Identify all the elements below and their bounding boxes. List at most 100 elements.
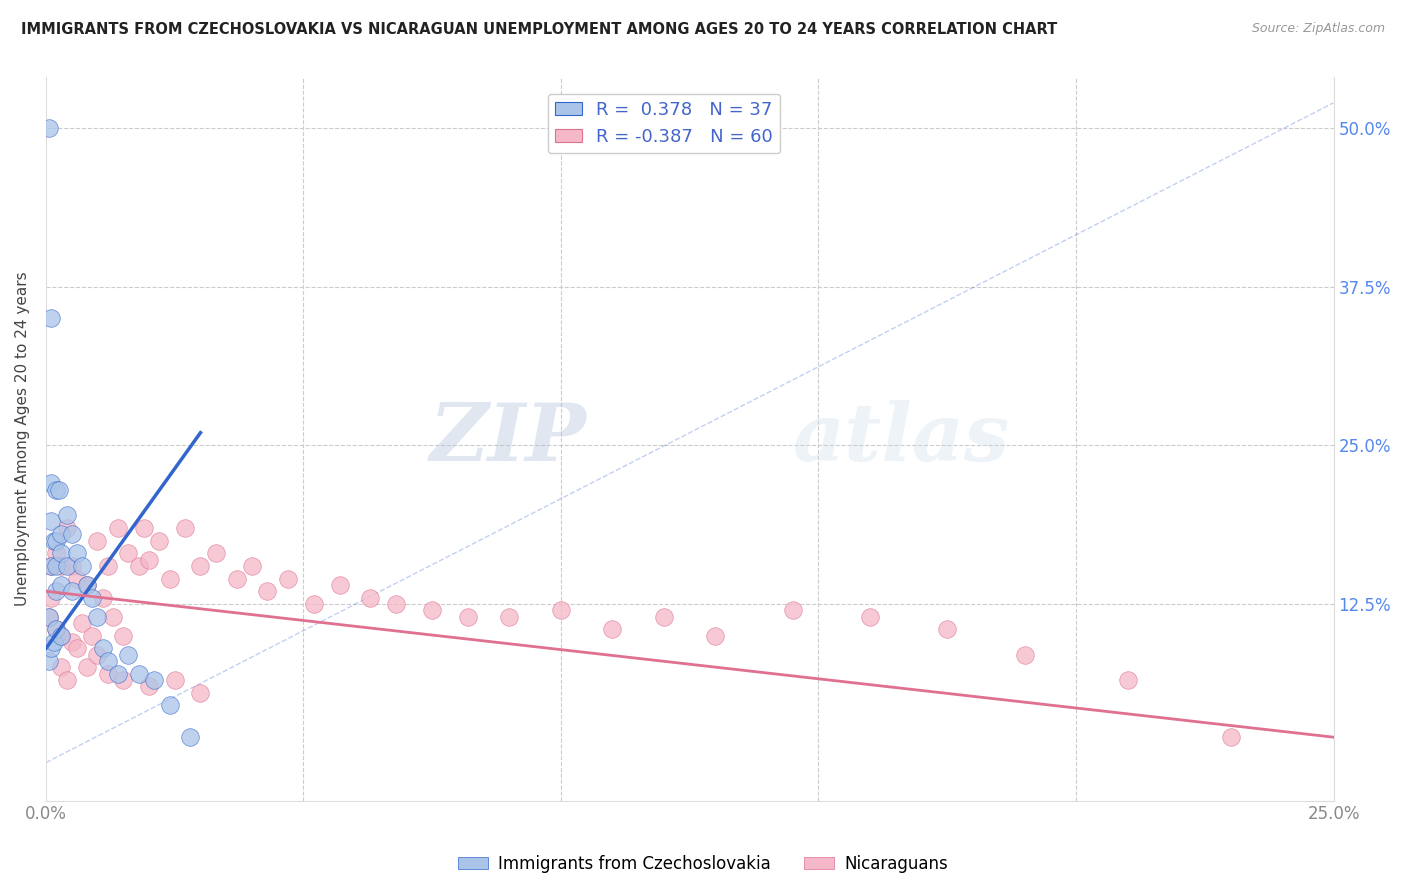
Point — [190, 686, 212, 700]
Point — [179, 730, 201, 744]
Point — [55, 521, 77, 535]
Point — [51, 558, 73, 573]
Point — [128, 558, 150, 573]
Point — [82, 629, 104, 643]
Point — [117, 648, 139, 662]
Point — [112, 629, 135, 643]
Point — [45, 584, 67, 599]
Point — [782, 603, 804, 617]
Point — [1116, 673, 1139, 687]
Point — [45, 623, 67, 637]
Point — [39, 641, 62, 656]
Point — [48, 483, 70, 497]
Point — [70, 558, 93, 573]
Point — [859, 609, 882, 624]
Point — [60, 635, 83, 649]
Legend: R =  0.378   N = 37, R = -0.387   N = 60: R = 0.378 N = 37, R = -0.387 N = 60 — [547, 94, 780, 153]
Point — [60, 558, 83, 573]
Point — [205, 546, 228, 560]
Point — [51, 578, 73, 592]
Point — [39, 558, 62, 573]
Point — [39, 515, 62, 529]
Text: atlas: atlas — [793, 401, 1010, 478]
Point — [51, 527, 73, 541]
Point — [45, 558, 67, 573]
Text: IMMIGRANTS FROM CZECHOSLOVAKIA VS NICARAGUAN UNEMPLOYMENT AMONG AGES 20 TO 24 YE: IMMIGRANTS FROM CZECHOSLOVAKIA VS NICARA… — [21, 22, 1057, 37]
Text: ZIP: ZIP — [430, 401, 586, 478]
Point — [550, 603, 572, 617]
Point — [277, 572, 299, 586]
Point — [225, 572, 247, 586]
Point — [60, 584, 83, 599]
Point — [138, 552, 160, 566]
Point — [51, 546, 73, 560]
Point — [60, 527, 83, 541]
Point — [302, 597, 325, 611]
Point — [55, 508, 77, 523]
Point — [76, 578, 98, 592]
Point — [39, 311, 62, 326]
Point — [86, 648, 108, 662]
Point — [55, 673, 77, 687]
Point — [45, 483, 67, 497]
Point — [936, 623, 959, 637]
Point — [143, 673, 166, 687]
Point — [86, 533, 108, 548]
Text: Source: ZipAtlas.com: Source: ZipAtlas.com — [1251, 22, 1385, 36]
Point — [1014, 648, 1036, 662]
Point — [38, 654, 60, 668]
Point — [107, 521, 129, 535]
Point — [163, 673, 186, 687]
Point — [97, 666, 120, 681]
Point — [420, 603, 443, 617]
Point — [1219, 730, 1241, 744]
Point — [76, 578, 98, 592]
Point — [66, 546, 89, 560]
Point — [117, 546, 139, 560]
Point — [42, 533, 65, 548]
Point — [38, 609, 60, 624]
Point — [457, 609, 479, 624]
Point — [70, 615, 93, 630]
Point — [45, 533, 67, 548]
Legend: Immigrants from Czechoslovakia, Nicaraguans: Immigrants from Czechoslovakia, Nicaragu… — [451, 848, 955, 880]
Point — [66, 641, 89, 656]
Point — [132, 521, 155, 535]
Point — [66, 572, 89, 586]
Point — [138, 680, 160, 694]
Point — [652, 609, 675, 624]
Point — [51, 629, 73, 643]
Point — [39, 558, 62, 573]
Point — [190, 558, 212, 573]
Point — [101, 609, 124, 624]
Point — [128, 666, 150, 681]
Point — [174, 521, 197, 535]
Point — [38, 609, 60, 624]
Point — [51, 629, 73, 643]
Point — [112, 673, 135, 687]
Point — [51, 660, 73, 674]
Point — [39, 476, 62, 491]
Point — [45, 623, 67, 637]
Point — [704, 629, 727, 643]
Point — [97, 558, 120, 573]
Point — [86, 609, 108, 624]
Y-axis label: Unemployment Among Ages 20 to 24 years: Unemployment Among Ages 20 to 24 years — [15, 272, 30, 607]
Point — [148, 533, 170, 548]
Point — [55, 558, 77, 573]
Point — [82, 591, 104, 605]
Point — [107, 666, 129, 681]
Point — [97, 654, 120, 668]
Point — [76, 660, 98, 674]
Point — [385, 597, 408, 611]
Point — [602, 623, 624, 637]
Point — [256, 584, 278, 599]
Point — [91, 641, 114, 656]
Point — [39, 591, 62, 605]
Point — [240, 558, 263, 573]
Point — [42, 635, 65, 649]
Point — [38, 121, 60, 136]
Point — [498, 609, 520, 624]
Point — [45, 546, 67, 560]
Point — [159, 698, 181, 713]
